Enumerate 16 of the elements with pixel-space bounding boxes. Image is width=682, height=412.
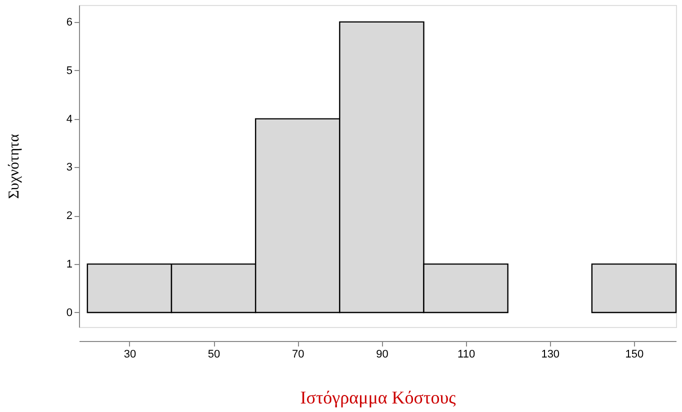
y-tick-label: 3 <box>66 162 72 174</box>
x-tick-label: 90 <box>376 348 388 360</box>
x-tick-label: 30 <box>124 348 136 360</box>
x-tick-label: 70 <box>292 348 304 360</box>
y-tick-label: 0 <box>66 306 72 319</box>
y-tick-label: 6 <box>66 16 72 28</box>
y-axis-title: Συχνότητα <box>6 134 22 199</box>
x-tick-label: 50 <box>208 348 220 360</box>
x-axis-title: Ιστόγραμμα Κόστους <box>300 388 456 408</box>
y-tick-label: 1 <box>66 258 72 271</box>
x-tick-label: 130 <box>541 348 560 360</box>
y-tick-label: 4 <box>66 113 72 126</box>
x-tick-label: 110 <box>458 348 476 360</box>
y-tick-label: 2 <box>66 210 72 222</box>
x-tick-label: 150 <box>625 348 644 360</box>
y-tick-label: 5 <box>66 64 72 77</box>
